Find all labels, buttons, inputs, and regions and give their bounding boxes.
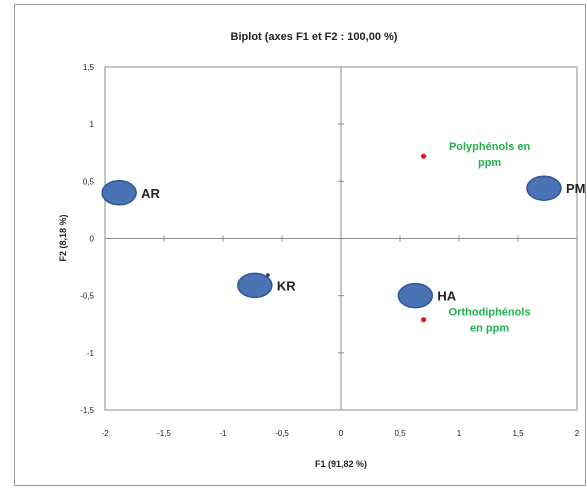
observation-point [101,180,137,206]
variable-point [421,317,427,323]
plot-area: -2 -1,5 -1 -0,5 0 0,5 1 1,5 2 1,5 1 0,5 0 -0,5 -1 -1,5 A… [80,63,585,438]
x-tick-label: 2 [575,429,580,438]
observation-marker [266,273,270,277]
variable-label: Orthodiphénols en ppm [449,307,531,335]
x-axis-label: F1 (91,82 %) [315,459,367,469]
y-tick-label: 0 [90,235,95,244]
observation-label: KR [277,278,296,293]
y-axis-label: F2 (8,18 %) [58,214,68,261]
y-tick-label: -0,5 [80,292,94,301]
y-tick-label: 1 [90,120,95,129]
observation-label: AR [141,186,160,201]
x-tick-label: 0 [339,429,344,438]
chart-frame [14,4,586,486]
x-tick-label: -1,5 [157,429,171,438]
x-tick-label: 1 [457,429,462,438]
y-tick-label: -1 [87,349,95,358]
observation-point [397,282,434,309]
x-tick-label: 0,5 [394,429,406,438]
observation-point [237,272,273,299]
x-tick-label: -0,5 [275,429,289,438]
x-tick-label: 1,5 [512,429,524,438]
observation-label: PM [566,181,586,196]
y-tick-label: 0,5 [83,177,95,186]
observation-point [526,175,562,201]
y-tick-label: 1,5 [83,63,95,72]
variable-label: Polyphénols en ppm [449,141,531,169]
variable-point [421,153,427,159]
x-tick-label: -2 [101,429,109,438]
observation-label: HA [437,289,456,304]
y-tick-label: -1,5 [80,406,94,415]
chart-title: Biplot (axes F1 et F2 : 100,00 %) [231,31,398,43]
x-tick-label: -1 [219,429,227,438]
